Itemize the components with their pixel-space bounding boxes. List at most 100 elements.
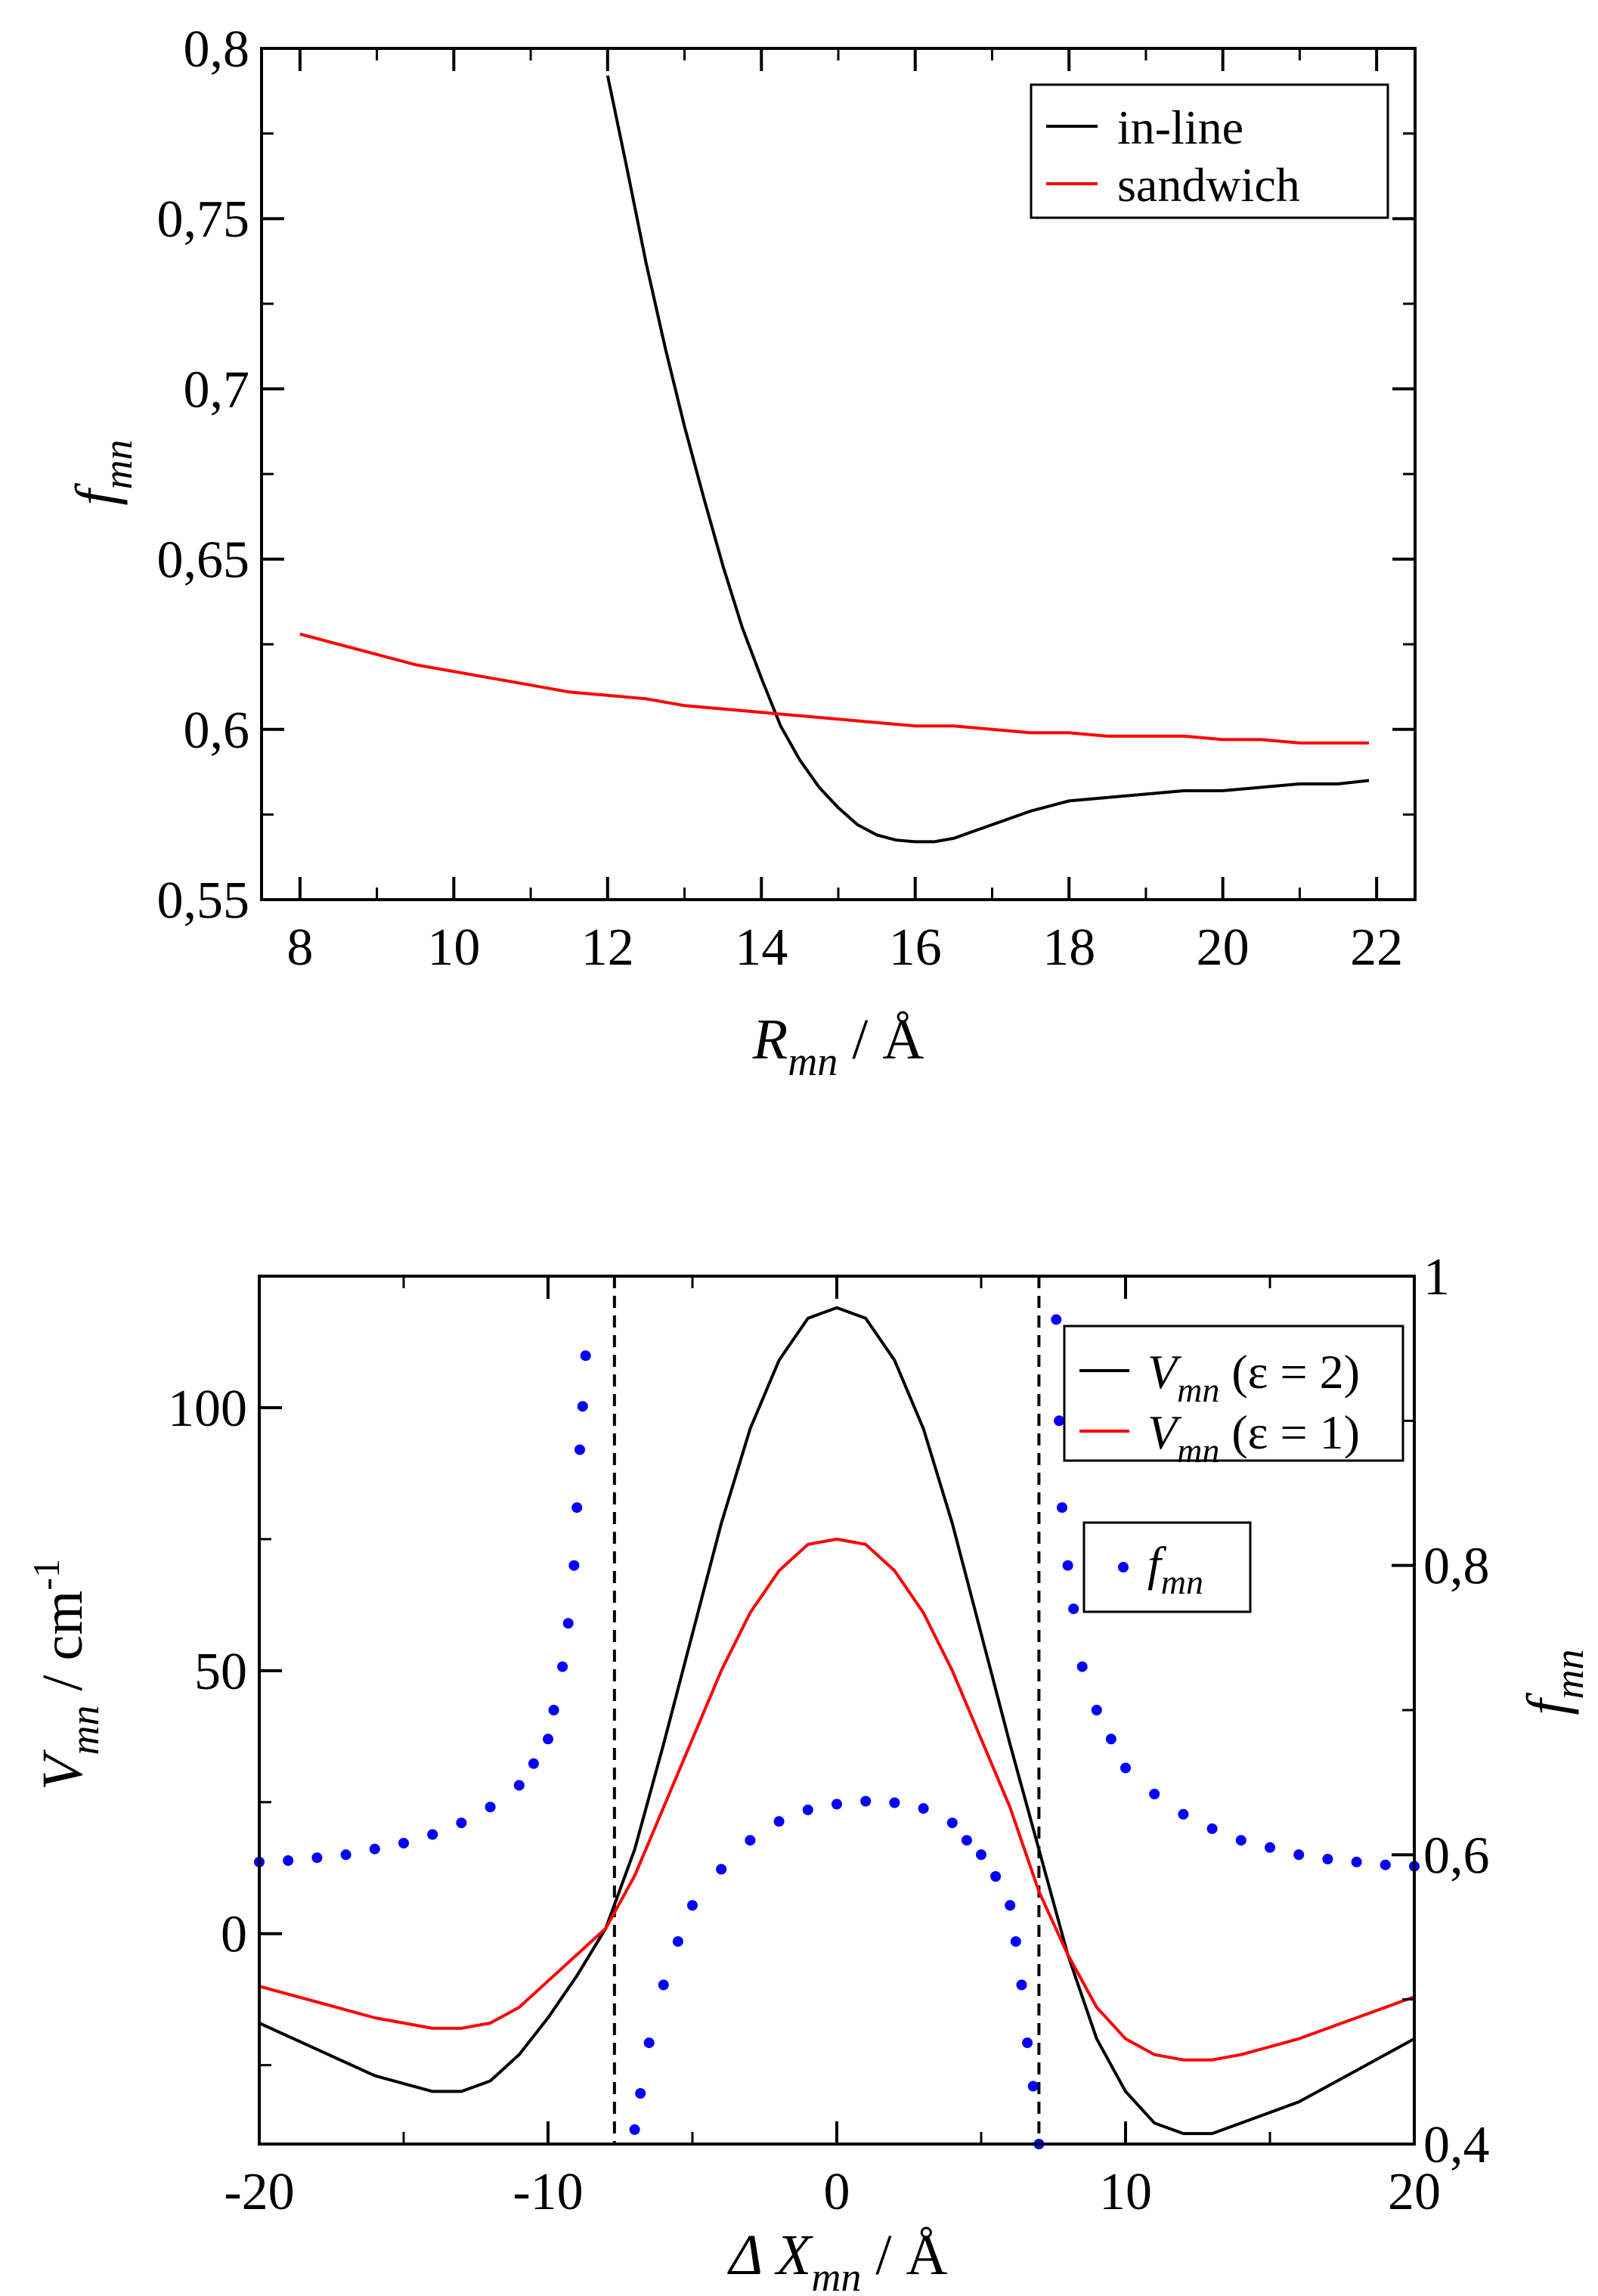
bottom-fmn-marker: [1380, 1859, 1391, 1870]
top-x-tick-label: 20: [1197, 919, 1250, 977]
bottom-fmn-marker: [340, 1849, 351, 1861]
bottom-fmn-marker: [1105, 1734, 1116, 1745]
bottom-ticks-group: -20 -10 0 10 20 0 50 100 0,4 0,6 0,8 1: [168, 1248, 1490, 2221]
bottom-legend-label-fmn: fmn: [1147, 1537, 1203, 1601]
bottom-fmn-marker: [1091, 1705, 1102, 1715]
bottom-fmn-marker: [629, 2124, 640, 2135]
bottom-fmn-marker: [716, 1864, 727, 1875]
top-x-tick-label: 8: [286, 919, 313, 977]
bottom-y2-tick-label: 0,4: [1423, 2116, 1490, 2174]
bottom-fmn-marker: [548, 1705, 559, 1715]
bottom-fmn-marker: [802, 1805, 813, 1815]
top-y-tick-label: 0,75: [157, 191, 250, 249]
bottom-legend-swatch-fmn: [1118, 1562, 1129, 1572]
chart-top: 8 10 12 14 16 18 20 22 0,55 0,6 0,65 0,7 0,75 0,8 fmn…: [64, 20, 1417, 1084]
bottom-fmn-marker: [1068, 1603, 1079, 1615]
bottom-fmn-marker: [562, 1618, 574, 1629]
bottom-fmn-marker: [1351, 1856, 1362, 1867]
bottom-fmn-marker: [635, 2088, 646, 2099]
bottom-fmn-marker: [1076, 1661, 1088, 1672]
bottom-x-tick-label: 0: [824, 2163, 850, 2221]
bottom-fmn-marker: [577, 1401, 588, 1412]
top-x-tick-label: 22: [1350, 919, 1403, 977]
bottom-fmn-marker: [1027, 2081, 1039, 2092]
bottom-fmn-marker: [311, 1852, 323, 1864]
bottom-fmn-marker: [687, 1900, 698, 1911]
bottom-fmn-marker: [571, 1502, 583, 1514]
bottom-fmn-marker: [398, 1838, 409, 1848]
bottom-fmn-marker: [918, 1803, 929, 1814]
bottom-y-tick-label: 100: [168, 1380, 247, 1438]
bottom-fmn-marker: [1178, 1808, 1189, 1820]
bottom-fmn-marker: [1120, 1762, 1131, 1774]
bottom-x-tick-label: 20: [1388, 2163, 1441, 2221]
bottom-y-tick-label: 50: [194, 1643, 247, 1701]
bottom-y2-tick-label: 0,8: [1423, 1538, 1490, 1596]
top-y-tick-label: 0,65: [157, 531, 250, 590]
top-y-tick-label: 0,7: [184, 361, 250, 419]
bottom-series-line-eps1: [259, 1537, 1415, 2062]
top-legend-label-sandwich: sandwich: [1117, 158, 1300, 212]
bottom-fmn-marker: [1057, 1502, 1067, 1514]
bottom-legend-box: [1063, 1325, 1404, 1462]
top-y-tick-label: 0,8: [184, 20, 250, 79]
top-series-group: [299, 75, 1370, 844]
bottom-x-label: Δ Xmn / Å: [727, 2223, 948, 2296]
bottom-fmn-marker: [1022, 2037, 1033, 2049]
bottom-fmn-marker: [427, 1829, 438, 1840]
bottom-fmn-marker: [889, 1797, 900, 1808]
bottom-x-tick-label: 10: [1099, 2163, 1152, 2221]
bottom-fmn-marker: [946, 1817, 958, 1829]
bottom-fmn-marker: [456, 1817, 467, 1829]
bottom-fmn-marker: [832, 1799, 842, 1810]
top-x-tick-label: 18: [1042, 919, 1095, 977]
bottom-fmn-marker: [773, 1816, 785, 1827]
chart-bottom: -20 -10 0 10 20 0 50 100 0,4 0,6 0,8 1 Vmn / cm-1 f…: [25, 1248, 1592, 2296]
bottom-fmn-marker: [745, 1835, 756, 1846]
top-legend-label-in-line: in-line: [1117, 101, 1243, 154]
bottom-y2-tick-label: 0,6: [1423, 1827, 1490, 1885]
top-y-label: fmn: [64, 439, 141, 505]
top-series-line-in-line: [605, 75, 1370, 844]
bottom-fmn-marker: [1054, 1415, 1065, 1427]
bottom-y2-label: fmn: [1516, 1649, 1592, 1715]
bottom-legend-markers: fmn: [1082, 1521, 1252, 1613]
bottom-y-label: Vmn / cm-1: [25, 1559, 107, 1790]
bottom-fmn-marker: [1293, 1849, 1305, 1861]
top-series-line-sandwich: [299, 632, 1369, 745]
bottom-series-line-eps2: [259, 1306, 1415, 2136]
bottom-fmn-marker: [860, 1796, 872, 1807]
bottom-fmn-marker: [1265, 1842, 1275, 1853]
bottom-legend-label-eps1: Vmn (ε = 1): [1147, 1405, 1360, 1470]
bottom-fmn-marker: [1005, 1900, 1016, 1911]
top-ticks-group: 8 10 12 14 16 18 20 22 0,55 0,6 0,65 0,7 0,75 0,8: [157, 20, 1415, 977]
top-x-label: Rmn / Å: [752, 1008, 924, 1084]
top-y-tick-label: 0,6: [184, 702, 250, 760]
bottom-fmn-marker: [976, 1849, 986, 1861]
bottom-fmn-marker: [574, 1444, 585, 1455]
bottom-fmn-marker: [1206, 1823, 1218, 1834]
bottom-fmn-marker: [1235, 1835, 1247, 1846]
top-x-tick-label: 14: [735, 919, 788, 977]
bottom-series-group: [254, 1276, 1420, 2149]
bottom-fmn-marker: [513, 1780, 525, 1791]
bottom-fmn-marker: [568, 1560, 580, 1571]
bottom-fmn-marker: [1149, 1789, 1160, 1799]
bottom-legend-label-eps2: Vmn (ε = 2): [1147, 1345, 1360, 1409]
bottom-y2-tick-label: 1: [1423, 1248, 1450, 1306]
top-legend-box: [1030, 83, 1389, 219]
top-legend: in-line sandwich: [1030, 83, 1389, 219]
bottom-fmn-marker: [369, 1843, 380, 1854]
bottom-fmn-marker: [1010, 1936, 1021, 1947]
bottom-fmn-marker: [643, 2037, 655, 2049]
bottom-fmn-marker: [528, 1758, 539, 1769]
top-x-tick-label: 12: [581, 919, 634, 977]
bottom-legend-lines: Vmn (ε = 2) Vmn (ε = 1): [1063, 1325, 1404, 1470]
bottom-fmn-marker: [1051, 1314, 1062, 1325]
bottom-legend2-box: [1082, 1521, 1252, 1613]
bottom-fmn-marker: [485, 1802, 496, 1813]
bottom-fmn-marker: [543, 1734, 553, 1745]
bottom-fmn-marker: [658, 1979, 669, 1991]
bottom-fmn-marker: [990, 1871, 1002, 1882]
